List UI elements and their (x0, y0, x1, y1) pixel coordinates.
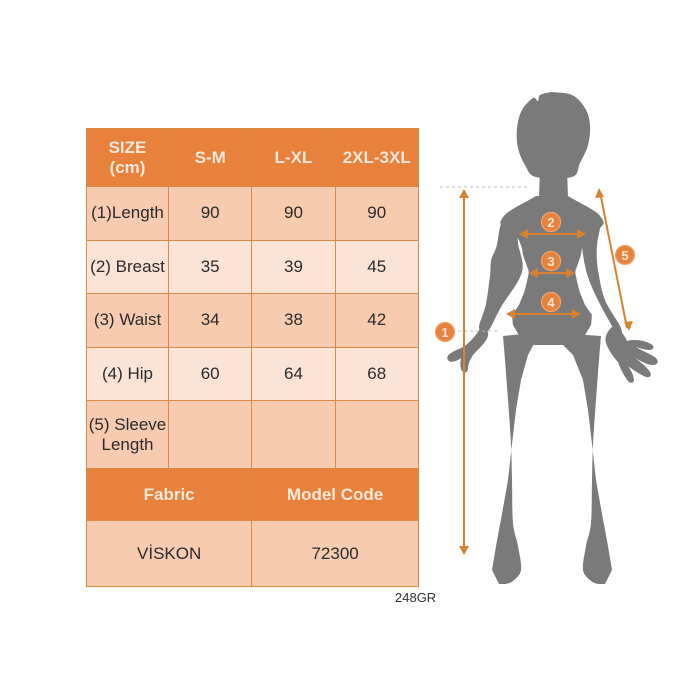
svg-text:1: 1 (441, 325, 448, 340)
svg-text:4: 4 (547, 295, 555, 310)
svg-text:3: 3 (547, 254, 554, 269)
svg-text:2: 2 (547, 215, 554, 230)
svg-text:5: 5 (621, 248, 628, 263)
